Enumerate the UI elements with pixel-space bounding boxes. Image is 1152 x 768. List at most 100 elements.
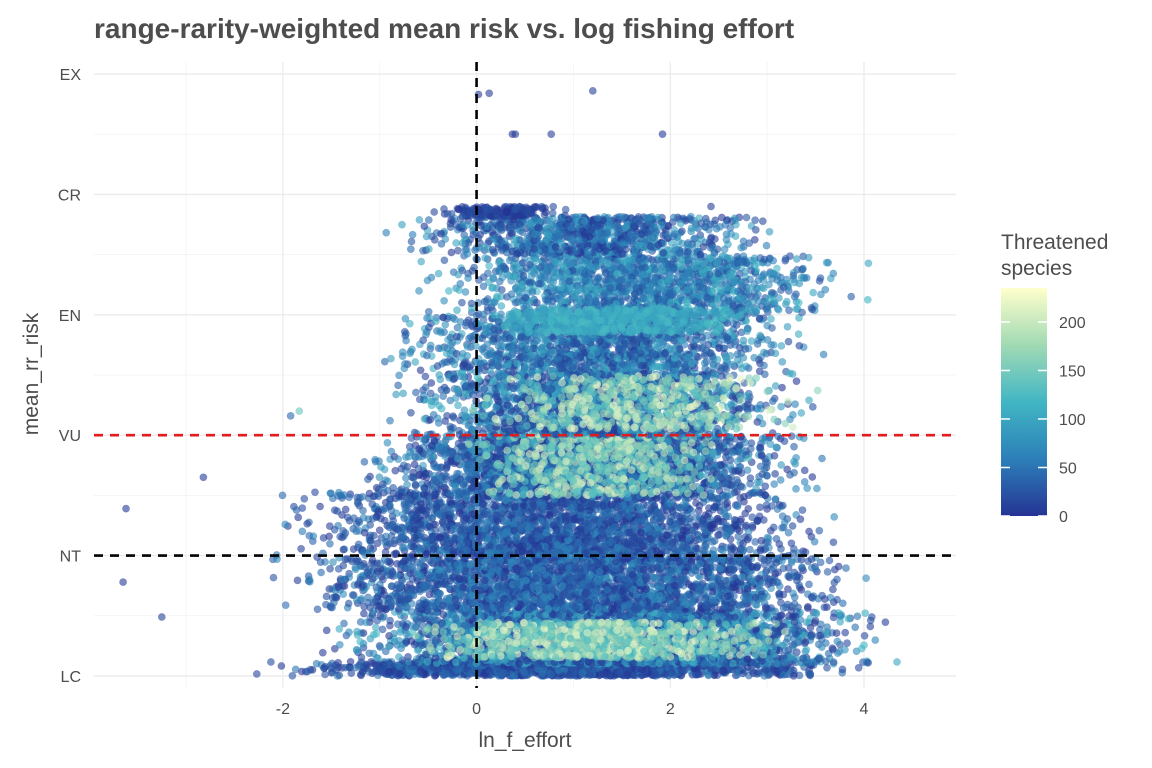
data-point (288, 671, 297, 680)
data-point (482, 619, 491, 627)
chart-title: range-rarity-weighted mean risk vs. log … (94, 13, 794, 44)
data-point (823, 663, 831, 672)
data-point (788, 626, 797, 634)
data-point (829, 613, 838, 622)
data-point (652, 670, 660, 679)
data-point (466, 647, 474, 656)
data-point (680, 666, 689, 675)
data-point (335, 625, 344, 633)
data-point (379, 612, 388, 621)
data-point (772, 619, 780, 628)
data-point (520, 619, 529, 627)
data-point (769, 644, 778, 653)
data-point (394, 653, 403, 661)
data-point (616, 669, 625, 678)
data-point (523, 612, 532, 620)
data-point (571, 668, 580, 677)
data-point (817, 643, 826, 651)
data-point (384, 667, 393, 676)
data-point (426, 642, 434, 651)
data-point (866, 616, 875, 625)
data-point (452, 614, 460, 623)
data-point (749, 669, 758, 678)
data-point (851, 623, 860, 632)
data-point (828, 644, 837, 653)
data-point (808, 658, 817, 666)
data-point (353, 631, 362, 639)
data-point (378, 625, 387, 634)
data-point (871, 636, 880, 644)
data-point (358, 668, 367, 677)
data-point (753, 609, 762, 618)
data-point (277, 662, 286, 670)
data-point (351, 663, 360, 672)
data-point (376, 643, 385, 651)
data-point (764, 628, 773, 637)
data-point (322, 626, 331, 635)
data-point (661, 670, 670, 678)
data-point (352, 646, 361, 655)
data-points (119, 87, 901, 680)
data-point (385, 621, 394, 630)
data-point (460, 654, 469, 662)
data-point (742, 614, 750, 623)
data-point (416, 668, 425, 676)
data-point (346, 657, 355, 666)
data-point (401, 623, 410, 631)
data-point (438, 619, 446, 627)
data-point (266, 658, 275, 666)
data-point (801, 638, 810, 646)
data-point (711, 649, 720, 658)
data-point (411, 658, 419, 667)
data-point (708, 658, 717, 667)
data-point (806, 670, 815, 678)
data-point (792, 654, 801, 663)
data-point (371, 623, 380, 632)
data-point (881, 618, 890, 627)
data-point (748, 636, 757, 645)
data-point (356, 637, 365, 646)
data-point (853, 612, 862, 621)
data-point (833, 637, 842, 646)
data-point (450, 623, 458, 631)
data-point (759, 650, 767, 659)
data-point (773, 659, 781, 668)
data-point (452, 665, 461, 674)
data-point (291, 665, 300, 674)
data-point (838, 665, 847, 674)
data-point (359, 609, 368, 618)
data-point (861, 609, 870, 618)
data-point (825, 654, 834, 663)
data-point (423, 657, 432, 666)
data-point (789, 672, 798, 680)
data-point (332, 666, 340, 674)
data-point (563, 620, 572, 628)
data-point (480, 671, 488, 679)
data-point (843, 639, 851, 647)
data-point (648, 660, 657, 668)
data-point (480, 653, 488, 661)
data-point (835, 647, 844, 656)
data-point (321, 670, 329, 679)
data-point (836, 617, 845, 626)
data-point (893, 658, 901, 666)
data-point (402, 638, 411, 646)
data-point (733, 670, 742, 679)
data-point (393, 620, 402, 628)
data-point (372, 630, 381, 638)
data-point (303, 667, 312, 676)
data-point (412, 631, 421, 640)
data-point (384, 642, 393, 651)
data-point (496, 670, 505, 679)
data-point (757, 657, 766, 665)
data-point (451, 658, 460, 667)
data-point (700, 659, 709, 668)
data-point (811, 608, 820, 617)
data-point (396, 670, 404, 678)
data-point (520, 670, 529, 678)
data-point (466, 670, 475, 678)
data-point (832, 629, 841, 637)
data-point (252, 670, 261, 678)
data-point (854, 663, 863, 672)
data-point (860, 631, 869, 640)
